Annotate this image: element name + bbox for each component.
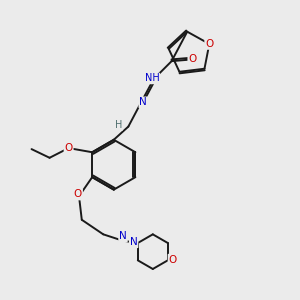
Text: H: H bbox=[115, 120, 122, 130]
Text: O: O bbox=[188, 54, 196, 64]
Text: N: N bbox=[119, 231, 127, 242]
Text: N: N bbox=[130, 237, 137, 247]
Text: N: N bbox=[140, 98, 147, 107]
Text: O: O bbox=[205, 39, 213, 49]
Text: O: O bbox=[64, 143, 73, 153]
Text: O: O bbox=[169, 255, 177, 265]
Text: NH: NH bbox=[145, 74, 159, 83]
Text: O: O bbox=[74, 190, 82, 200]
